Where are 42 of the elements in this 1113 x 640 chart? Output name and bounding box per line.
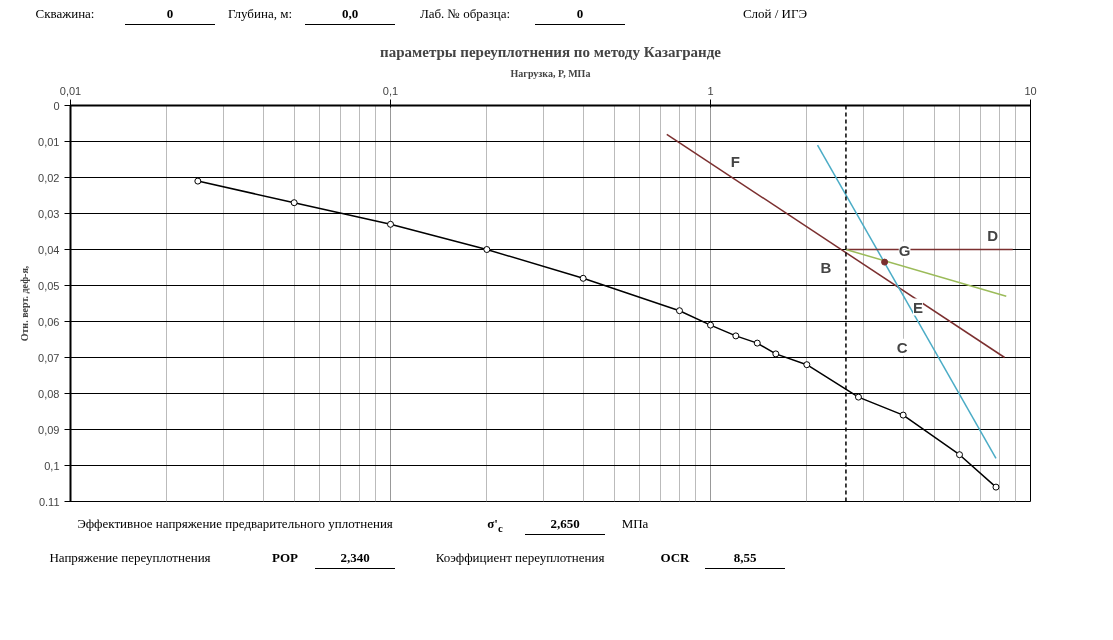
text: 8,55 (705, 549, 785, 569)
y-tick-label: 0,09 (38, 423, 60, 436)
x-tick-label: 0,01 (59, 84, 82, 97)
y-tick-label: 0,03 (38, 207, 60, 220)
text: МПа (620, 515, 650, 533)
text: 0 (535, 5, 625, 25)
y-tick-label: 0,1 (44, 459, 60, 472)
y-tick-label: 0,08 (38, 387, 60, 400)
y-tick-label: 0,04 (38, 243, 60, 256)
annotation: B (820, 259, 832, 276)
text: Напряжение переуплотнения (48, 549, 212, 567)
annotation: G (898, 241, 911, 259)
x-tick-label: 10 (1024, 84, 1037, 97)
annotation: E (913, 298, 924, 316)
y-tick-label: 0,11 (38, 495, 60, 508)
text: POP (271, 549, 299, 567)
text: OCR (659, 549, 691, 567)
annotation: D (987, 227, 999, 244)
y-axis-title: Отн. верт. деф-я, (19, 265, 31, 342)
y-tick-label: 0,05 (38, 279, 60, 292)
text: Лаб. № образца: (418, 5, 512, 23)
x-tick-label: 1 (707, 84, 714, 97)
chart-title: параметры переуплотнения по методу Казагранде (380, 43, 722, 60)
x-axis-title: Нагрузка, P, МПа (510, 67, 591, 79)
y-tick-label: 0,06 (38, 315, 60, 328)
y-tick-label: 0 (53, 99, 60, 112)
text: Эффективное напряжение предварительного уплотнения (76, 515, 394, 533)
text: 2,650 (525, 515, 605, 535)
text: Коэффициент переуплотнения (434, 549, 606, 567)
y-tick-label: 0,01 (38, 135, 60, 148)
text: Глубина, м: (227, 5, 293, 23)
text: σ'$_{c}$ (486, 515, 504, 536)
text: 0,0 (305, 5, 395, 25)
y-tick-label: 0,02 (38, 171, 60, 184)
text: 2,340 (315, 549, 395, 569)
y-tick-label: 0,07 (38, 351, 60, 364)
text: Скважина: (34, 5, 96, 23)
text: 0 (125, 5, 215, 25)
x-tick-label: 0,1 (382, 84, 399, 97)
annotation: C (896, 338, 908, 356)
text: Слой / ИГЭ (741, 5, 809, 23)
annotation: F (730, 152, 740, 170)
